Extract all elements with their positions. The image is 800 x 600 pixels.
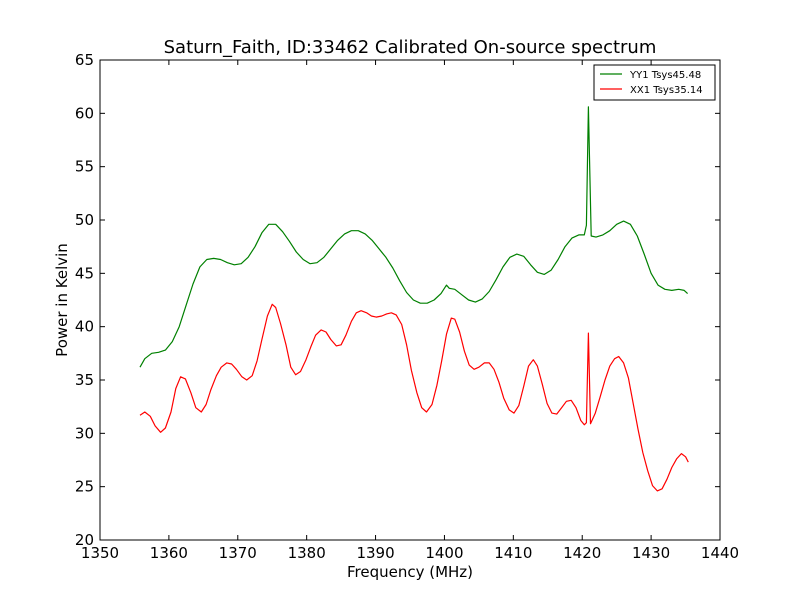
chart-title: Saturn_Faith, ID:33462 Calibrated On-sou…: [164, 37, 657, 58]
x-tick-label: 1360: [150, 544, 188, 562]
x-tick-label: 1420: [563, 544, 601, 562]
y-tick-label: 35: [75, 371, 94, 389]
y-tick-label: 30: [75, 424, 94, 442]
legend: YY1 Tsys45.48 XX1 Tsys35.14: [593, 64, 716, 101]
legend-box: [593, 64, 716, 101]
x-tick-label: 1370: [219, 544, 257, 562]
x-tick-label: 1390: [356, 544, 394, 562]
x-tick-label: 1430: [632, 544, 670, 562]
x-tick-label: 1400: [425, 544, 463, 562]
ticks-layer: 1350 1360 1370 1380 1390 1400 1410 1420 1430 1440…: [75, 51, 739, 562]
y-axis-label: Power in Kelvin: [53, 243, 71, 357]
x-tick-label: 1410: [494, 544, 532, 562]
x-tick-label: 1440: [701, 544, 739, 562]
series-layer: [139, 106, 689, 492]
axes-frame: [99, 59, 721, 541]
y-tick-label: 20: [75, 531, 94, 549]
y-tick-label: 60: [75, 104, 94, 122]
x-tick-label: 1380: [288, 544, 326, 562]
y-tick-label: 40: [75, 318, 94, 336]
legend-label-yy1: YY1 Tsys45.48: [629, 70, 701, 81]
plot-area: 1350 1360 1370 1380 1390 1400 1410 1420 1430 1440…: [75, 51, 739, 562]
y-tick-label: 55: [75, 158, 94, 176]
series-line-xx1: [139, 303, 689, 492]
y-tick-label: 50: [75, 211, 94, 229]
legend-label-xx1: XX1 Tsys35.14: [630, 85, 703, 96]
x-tick-label: 1350: [81, 544, 119, 562]
y-tick-label: 25: [75, 478, 94, 496]
y-tick-label: 45: [75, 264, 94, 282]
series-line-yy1: [139, 106, 689, 368]
x-axis-label: Frequency (MHz): [347, 563, 473, 581]
y-tick-label: 65: [75, 51, 94, 69]
